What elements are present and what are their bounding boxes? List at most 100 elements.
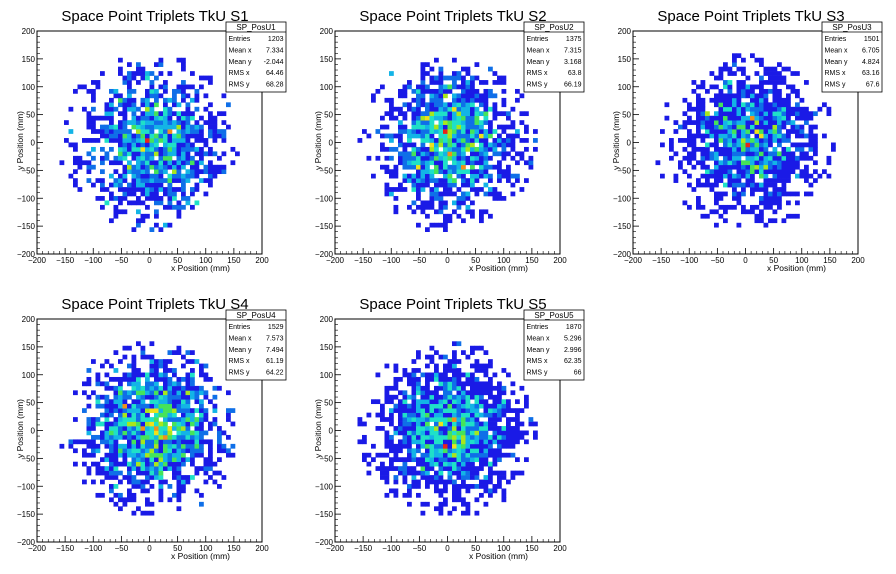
y-tick-label: −50: [21, 454, 35, 463]
histogram-bin: [687, 182, 692, 188]
histogram-bin: [768, 120, 773, 125]
stats-label: Mean x: [229, 47, 252, 54]
histogram-bin: [158, 187, 164, 192]
histogram-bin: [122, 75, 128, 81]
histogram-bin: [429, 88, 435, 94]
histogram-bin: [452, 426, 457, 431]
histogram-bin: [203, 93, 209, 99]
histogram-bin: [393, 164, 399, 170]
histogram-bin: [407, 394, 412, 400]
histogram-bin: [104, 452, 110, 458]
histogram-bin: [461, 129, 466, 134]
histogram-bin: [673, 129, 679, 134]
histogram-bin: [447, 129, 453, 134]
histogram-bin: [398, 470, 403, 476]
histogram-bin: [154, 452, 159, 458]
histogram-bin: [190, 452, 195, 458]
histogram-bin: [506, 133, 511, 139]
histogram-bin: [176, 173, 182, 179]
histogram-bin: [149, 470, 155, 476]
histogram-bin: [429, 452, 435, 458]
histogram-bin: [104, 417, 110, 422]
histogram-bin: [723, 169, 728, 175]
histogram-bin: [443, 173, 448, 179]
histogram-bin: [488, 93, 493, 99]
histogram-bin: [741, 84, 746, 90]
histogram-bin: [741, 209, 746, 215]
histogram-bin: [723, 129, 728, 134]
histogram-bin: [140, 151, 146, 157]
histogram-bin: [86, 111, 92, 117]
histogram-bin: [131, 376, 137, 382]
histogram-bin: [140, 421, 146, 427]
histogram-bin: [506, 434, 511, 440]
histogram-bin: [452, 138, 457, 143]
histogram-bin: [163, 417, 168, 422]
histogram-bin: [497, 142, 502, 148]
histogram-bin: [465, 470, 471, 476]
histogram-bin: [474, 151, 480, 157]
histogram-bin: [732, 191, 737, 197]
histogram-bin: [109, 160, 114, 166]
histogram-bin: [181, 191, 186, 197]
histogram-bin: [420, 151, 426, 157]
histogram-bin: [136, 151, 141, 157]
histogram-bin: [781, 164, 787, 170]
histogram-bin: [411, 359, 417, 364]
histogram-bin: [687, 138, 692, 143]
histogram-bin: [763, 196, 769, 201]
histogram-bin: [199, 399, 204, 405]
histogram-bin: [176, 488, 182, 494]
histogram-bin: [461, 133, 466, 139]
histogram-bin: [438, 160, 444, 166]
histogram-bin: [127, 492, 132, 498]
histogram-bin: [425, 115, 430, 121]
histogram-bin: [82, 479, 87, 485]
histogram-bin: [118, 133, 123, 139]
histogram-bin: [389, 173, 394, 179]
histogram-bin: [154, 138, 159, 143]
histogram-bin: [799, 106, 805, 112]
x-tick-label: 200: [553, 544, 567, 553]
histogram-bin: [122, 394, 128, 400]
histogram-bin: [470, 484, 475, 489]
histogram-bin: [452, 155, 457, 161]
histogram-bin: [461, 97, 466, 103]
histogram-bin: [714, 151, 719, 157]
histogram-bin: [389, 146, 394, 152]
histogram-bin: [474, 173, 480, 179]
histogram-bin: [411, 124, 417, 130]
histogram-bin: [479, 421, 484, 427]
histogram-bin: [479, 146, 484, 152]
histogram-bin: [95, 492, 101, 498]
histogram-bin: [479, 430, 484, 436]
histogram-bin: [434, 376, 439, 382]
histogram-bin: [425, 169, 430, 175]
histogram-bin: [479, 173, 484, 179]
histogram-bin: [655, 160, 661, 166]
histogram-bin: [375, 426, 381, 431]
histogram-bin: [122, 97, 128, 103]
histogram-bin: [438, 66, 444, 72]
histogram-bin: [104, 138, 110, 143]
histogram-bin: [163, 363, 168, 369]
histogram-bin: [100, 115, 105, 121]
stats-value: 62.35: [564, 358, 582, 365]
histogram-bin: [109, 363, 114, 369]
histogram-bin: [398, 417, 403, 422]
histogram-bin: [203, 430, 209, 436]
histogram-bin: [678, 138, 683, 143]
histogram-bin: [700, 213, 706, 219]
histogram-bin: [100, 492, 105, 498]
histogram-bin: [104, 372, 110, 378]
histogram-bin: [718, 138, 724, 143]
histogram-bin: [790, 84, 796, 90]
histogram-bin: [145, 93, 150, 99]
histogram-bin: [158, 421, 164, 427]
histogram-bin: [167, 200, 173, 206]
histogram-bin: [461, 173, 466, 179]
histogram-bin: [402, 426, 408, 431]
histogram-bin: [709, 142, 715, 148]
histogram-bin: [470, 443, 475, 449]
histogram-bin: [777, 106, 782, 112]
